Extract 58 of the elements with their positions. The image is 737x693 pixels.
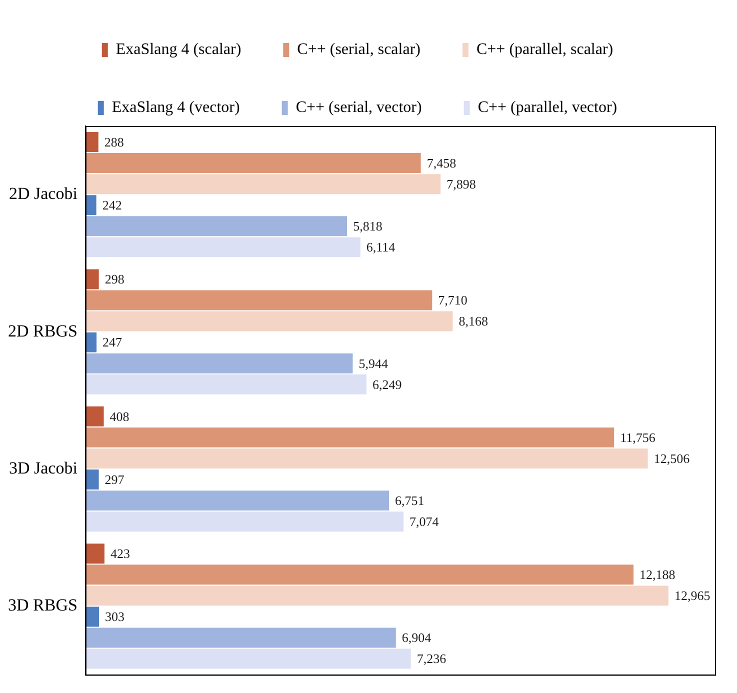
bar	[85, 606, 100, 627]
data-label: 12,506	[654, 450, 690, 466]
data-label: 297	[104, 472, 125, 487]
bar	[85, 427, 614, 448]
bar	[85, 174, 441, 194]
data-label: 7,458	[426, 155, 456, 170]
data-label: 12,965	[674, 588, 710, 604]
legend-label: ExaSlang 4 (vector)	[112, 99, 240, 116]
bar	[85, 332, 97, 352]
bar	[85, 374, 366, 394]
bar	[85, 512, 404, 532]
bar	[85, 216, 348, 236]
bar	[85, 311, 453, 332]
data-label: 408	[110, 408, 130, 424]
data-label: 6,904	[402, 630, 432, 646]
bar	[85, 490, 390, 511]
legend-label: C++ (parallel, vector)	[478, 99, 618, 116]
y-tick-label: 2D Jacobi	[8, 184, 78, 204]
data-label: 7,074	[410, 514, 440, 530]
data-label: 247	[102, 334, 123, 350]
bar	[85, 406, 104, 426]
data-label: 5,818	[353, 218, 382, 234]
y-tick-label: 2D RBGS	[8, 321, 78, 340]
data-label: 7,236	[416, 651, 447, 666]
data-label: 6,114	[366, 240, 396, 255]
y-tick-label: 3D Jacobi	[8, 458, 78, 478]
data-label: 423	[110, 546, 130, 562]
legend-label: C++ (serial, scalar)	[297, 41, 420, 58]
data-label: 11,756	[620, 430, 656, 445]
bar	[85, 237, 360, 258]
bar	[85, 628, 396, 648]
legend-label: C++ (serial, vector)	[296, 99, 422, 116]
bar	[85, 132, 98, 152]
data-label: 12,188	[640, 567, 676, 582]
data-label: 303	[105, 609, 125, 624]
bar	[85, 586, 668, 606]
data-label: 242	[102, 198, 122, 213]
legend-label: ExaSlang 4 (scalar)	[116, 41, 242, 58]
bar	[85, 544, 104, 564]
data-label: 7,710	[438, 292, 468, 308]
bar	[85, 195, 96, 216]
bar	[85, 353, 353, 374]
bar	[85, 564, 634, 585]
bar	[85, 648, 411, 669]
data-label: 6,249	[372, 376, 402, 392]
data-label: 298	[104, 272, 124, 287]
data-label: 7,898	[446, 176, 476, 192]
bar	[85, 290, 432, 310]
y-tick-label: 3D RBGS	[8, 596, 78, 615]
bar	[85, 269, 99, 290]
bar	[85, 448, 648, 468]
bar	[85, 470, 99, 490]
data-label: 8,168	[458, 314, 488, 329]
data-label: 6,751	[395, 492, 424, 508]
data-label: 5,944	[358, 356, 388, 371]
legend-label: C++ (parallel, scalar)	[476, 41, 614, 58]
data-label: 288	[104, 134, 124, 150]
bar	[85, 153, 421, 174]
